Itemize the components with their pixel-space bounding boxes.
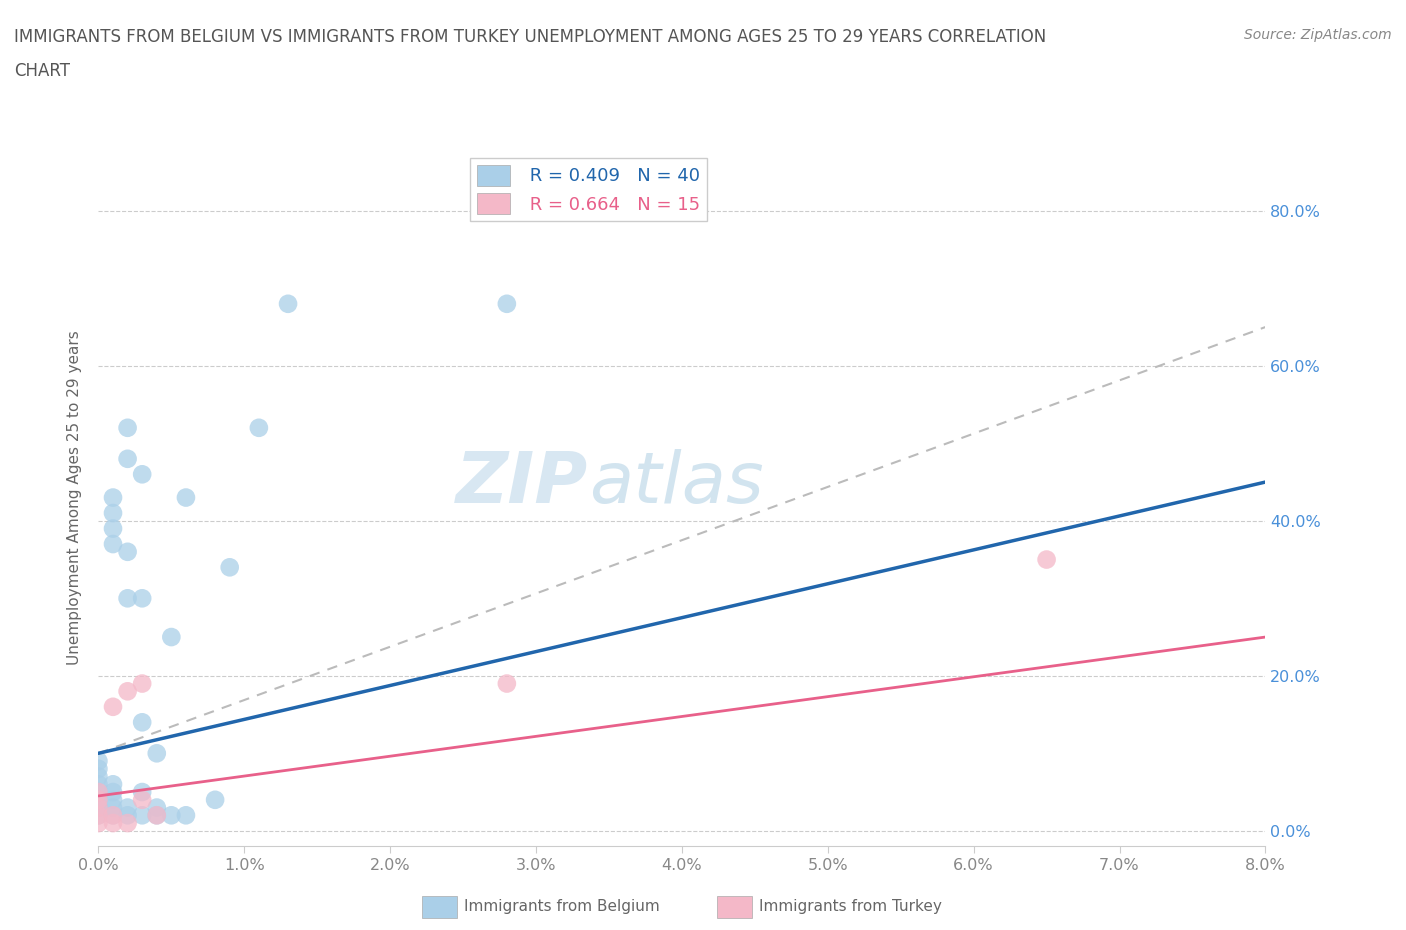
Point [101,808,124,823]
Point [117,544,139,559]
Text: atlas: atlas [589,449,763,518]
Point [87,762,110,777]
Point [101,792,124,807]
Text: CHART: CHART [14,62,70,80]
Point [101,506,124,521]
Point [101,808,124,823]
Point [87,753,110,768]
Point [101,800,124,815]
Point [131,792,153,807]
Point [117,808,139,823]
Point [117,816,139,830]
Point [1035,552,1057,567]
Point [174,490,197,505]
Point [87,792,110,807]
Text: IMMIGRANTS FROM BELGIUM VS IMMIGRANTS FROM TURKEY UNEMPLOYMENT AMONG AGES 25 TO : IMMIGRANTS FROM BELGIUM VS IMMIGRANTS FR… [14,28,1046,46]
Point [87,785,110,800]
Point [101,816,124,830]
Point [131,467,153,482]
Point [87,792,110,807]
Point [247,420,270,435]
Point [101,490,124,505]
Point [101,521,124,536]
Point [101,537,124,551]
Point [496,676,519,691]
Point [146,800,169,815]
Legend:  R = 0.409   N = 40,  R = 0.664   N = 15: R = 0.409 N = 40, R = 0.664 N = 15 [470,158,707,221]
Point [496,297,519,312]
Text: Source: ZipAtlas.com: Source: ZipAtlas.com [1244,28,1392,42]
Point [160,630,183,644]
Point [218,560,240,575]
Text: Immigrants from Belgium: Immigrants from Belgium [464,899,659,914]
Text: Immigrants from Turkey: Immigrants from Turkey [759,899,942,914]
Point [204,792,226,807]
Point [87,769,110,784]
Point [87,785,110,800]
Point [117,420,139,435]
Point [131,676,153,691]
Point [277,297,299,312]
Point [131,808,153,823]
Point [87,816,110,830]
Point [117,684,139,698]
Y-axis label: Unemployment Among Ages 25 to 29 years: Unemployment Among Ages 25 to 29 years [67,330,83,665]
Point [101,699,124,714]
Point [117,451,139,466]
Point [146,808,169,823]
Point [117,591,139,605]
Point [131,785,153,800]
Point [101,777,124,791]
Point [146,808,169,823]
Point [174,808,197,823]
Point [131,591,153,605]
Point [101,785,124,800]
Point [87,800,110,815]
Point [131,715,153,730]
Text: ZIP: ZIP [457,449,589,518]
Point [87,808,110,823]
Point [87,808,110,823]
Point [117,800,139,815]
Point [87,777,110,791]
Point [146,746,169,761]
Point [160,808,183,823]
Point [87,800,110,815]
